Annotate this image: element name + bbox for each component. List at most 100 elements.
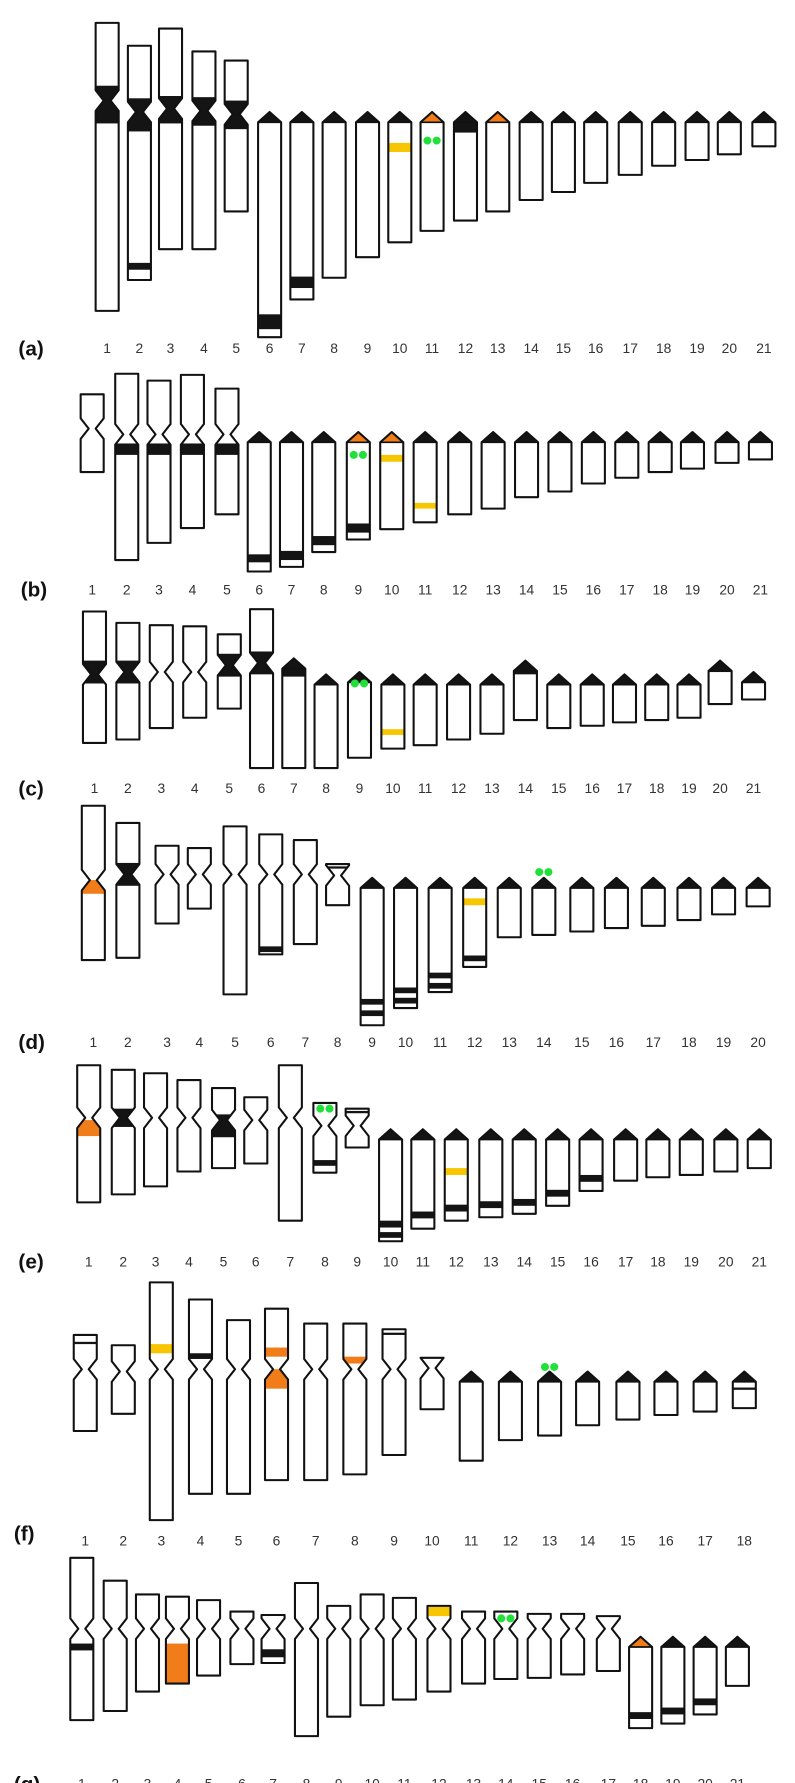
chromosome xyxy=(462,876,488,968)
band xyxy=(73,1341,97,1345)
chromosome-number: 3 xyxy=(163,1035,171,1050)
chromosome-outline xyxy=(731,1370,757,1410)
chromosome-outline xyxy=(537,1370,563,1437)
bands xyxy=(725,1636,749,1647)
chromosome xyxy=(617,110,643,176)
chromosome xyxy=(458,1370,484,1462)
chromosome-outline xyxy=(79,393,105,474)
cap xyxy=(742,672,766,683)
cap xyxy=(693,1636,717,1647)
cap xyxy=(576,1371,600,1382)
bands xyxy=(356,112,380,123)
chromosome-outline xyxy=(645,1128,671,1179)
cap xyxy=(747,1129,771,1140)
cap xyxy=(693,1371,717,1382)
band xyxy=(629,1712,653,1719)
bands xyxy=(646,1129,670,1140)
cap xyxy=(680,432,704,443)
chromosome-number: 20 xyxy=(722,341,738,356)
chromosome-number: 14 xyxy=(523,341,539,356)
chromosome-outline xyxy=(195,1599,222,1677)
chromosome-number: 15 xyxy=(574,1035,590,1050)
chromosome-outline xyxy=(115,621,141,741)
chromosome-body xyxy=(183,626,207,718)
chromosome xyxy=(312,1101,338,1174)
chromosome-body xyxy=(645,674,669,721)
chromosome-outline xyxy=(342,1322,368,1476)
chromosome xyxy=(569,876,595,933)
chromosome-outline xyxy=(714,431,740,464)
chromosome-number: 18 xyxy=(633,1777,649,1783)
chromosome-outline xyxy=(246,431,272,573)
chromosome-number: 16 xyxy=(588,341,604,356)
chromosome-outline xyxy=(154,844,180,925)
chromosome xyxy=(379,431,405,531)
chromosome-number: 5 xyxy=(235,1533,243,1548)
chromosome-body xyxy=(382,1329,406,1455)
bands xyxy=(629,1636,653,1719)
chromosome-outline xyxy=(460,1610,487,1685)
chromosome-outline xyxy=(186,847,212,910)
chromosome-body xyxy=(149,625,173,729)
chromosome-body xyxy=(388,112,412,243)
chromosome-outline xyxy=(660,1635,686,1725)
band xyxy=(259,946,283,953)
chromosome-body xyxy=(459,1371,483,1461)
chromosome-number: 7 xyxy=(287,1254,295,1269)
bands xyxy=(747,1129,771,1140)
chromosome-body xyxy=(259,834,283,955)
signal-dot xyxy=(540,1362,550,1371)
chromosome-outline xyxy=(745,876,771,908)
chromosome xyxy=(216,633,242,710)
bands xyxy=(258,112,282,330)
signal-dot xyxy=(550,1362,559,1371)
bands xyxy=(708,660,732,673)
chromosome xyxy=(676,876,702,922)
chromosome-outline xyxy=(187,1298,214,1495)
band xyxy=(116,862,140,886)
chromosome-body xyxy=(661,1636,685,1724)
bands xyxy=(548,432,572,443)
cap xyxy=(580,674,604,685)
chromosome-outline xyxy=(426,1604,452,1693)
chromosome xyxy=(164,1595,190,1685)
cap xyxy=(314,674,338,685)
chromosome-outline xyxy=(526,1612,552,1679)
chromosome-body xyxy=(519,112,543,201)
chromosome-outline xyxy=(513,431,540,499)
chromosome-outline xyxy=(547,431,573,493)
chromosome-number: 6 xyxy=(266,341,274,356)
chromosome xyxy=(410,1128,436,1230)
bands xyxy=(648,432,672,443)
chromosome xyxy=(513,431,540,499)
chromosome-outline xyxy=(359,876,385,1027)
bands xyxy=(428,877,452,989)
cap xyxy=(538,1371,562,1382)
bands xyxy=(519,112,543,123)
bands xyxy=(115,443,139,455)
chromosome xyxy=(676,673,702,719)
cap xyxy=(515,432,539,443)
chromosome-number: 16 xyxy=(583,1254,599,1269)
chromosome-body xyxy=(70,1557,94,1721)
bands xyxy=(322,112,346,123)
bands xyxy=(314,674,338,685)
chromosome-number: 5 xyxy=(225,781,233,796)
chromosome-number: 12 xyxy=(452,582,467,597)
chromosome-outline xyxy=(229,1610,255,1666)
bands xyxy=(584,112,608,123)
chromosome-body xyxy=(641,877,665,926)
chromosome-number: 20 xyxy=(697,1777,713,1783)
band xyxy=(116,660,140,684)
chromosome xyxy=(651,110,677,167)
chromosome-outline xyxy=(210,1087,237,1170)
chromosome-body xyxy=(479,1129,503,1218)
chromosome-body xyxy=(447,674,471,740)
chromosome xyxy=(452,110,479,222)
chromosome-outline xyxy=(493,1610,519,1681)
chromosome xyxy=(714,431,740,464)
chromosome-number: 6 xyxy=(273,1533,281,1548)
panel: (e) 1 2 3 4 5 6 7 8 9 10 11 12 13 14 15 16 17 18 19 20 21 xyxy=(18,1064,772,1274)
chromosome-number: 9 xyxy=(364,341,372,356)
